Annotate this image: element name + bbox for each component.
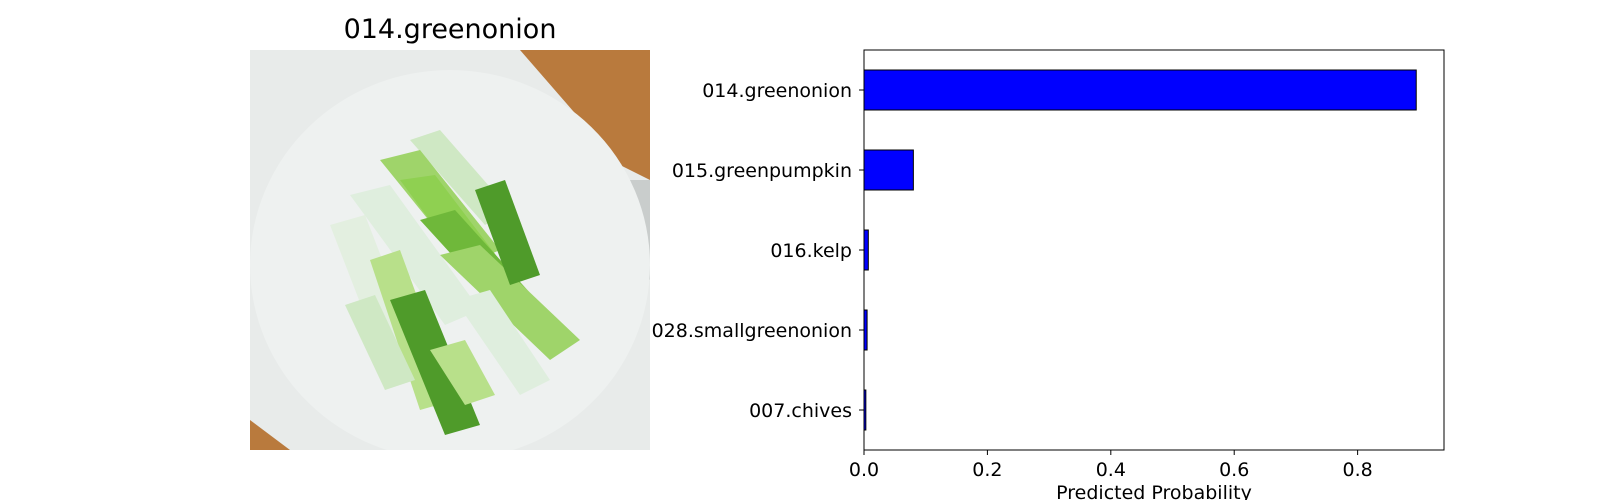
x-tick-label: 0.0: [849, 459, 879, 481]
category-label: 014.greenonion: [702, 80, 852, 102]
x-tick-label: 0.6: [1219, 459, 1249, 481]
x-tick-label: 0.4: [1096, 459, 1126, 481]
greenonion-photo: [250, 50, 650, 450]
category-label: 015.greenpumpkin: [672, 160, 852, 182]
bar-kelp: [863, 229, 869, 271]
category-label: 016.kelp: [770, 240, 852, 262]
x-tick-label: 0.2: [972, 459, 1002, 481]
bar-greenonion: [863, 69, 1417, 111]
category-label: 007.chives: [749, 400, 852, 422]
bar-greenpumpkin: [863, 149, 914, 191]
x-axis-label: Predicted Probability: [1056, 482, 1252, 500]
image-title: 014.greenonion: [343, 14, 557, 45]
category-label: 028.smallgreenonion: [652, 320, 852, 342]
plot-area-frame: [863, 49, 1445, 451]
x-tick-label: 0.8: [1343, 459, 1373, 481]
